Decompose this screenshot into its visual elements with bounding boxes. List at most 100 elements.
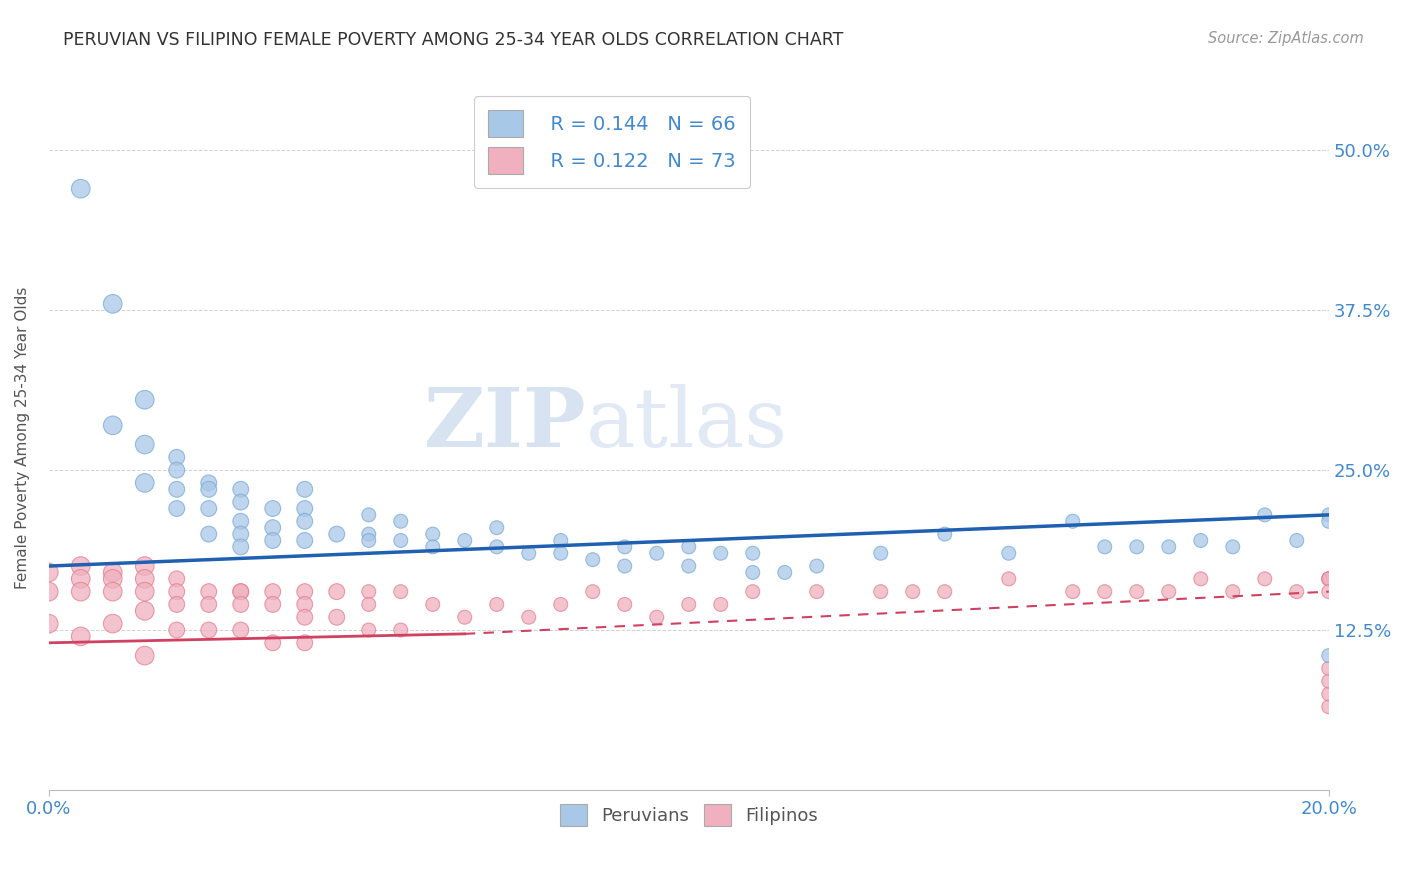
- Text: PERUVIAN VS FILIPINO FEMALE POVERTY AMONG 25-34 YEAR OLDS CORRELATION CHART: PERUVIAN VS FILIPINO FEMALE POVERTY AMON…: [63, 31, 844, 49]
- Point: [1126, 540, 1149, 554]
- Point: [613, 598, 636, 612]
- Point: [294, 584, 316, 599]
- Point: [101, 584, 124, 599]
- Point: [197, 527, 219, 541]
- Point: [326, 527, 349, 541]
- Point: [101, 297, 124, 311]
- Point: [197, 501, 219, 516]
- Point: [1317, 572, 1340, 586]
- Point: [1317, 687, 1340, 701]
- Point: [422, 527, 444, 541]
- Point: [1317, 508, 1340, 522]
- Point: [901, 584, 924, 599]
- Point: [326, 610, 349, 624]
- Point: [517, 610, 540, 624]
- Point: [229, 623, 252, 637]
- Point: [1285, 533, 1308, 548]
- Point: [197, 623, 219, 637]
- Point: [166, 483, 188, 497]
- Point: [134, 475, 156, 490]
- Point: [294, 483, 316, 497]
- Point: [134, 572, 156, 586]
- Point: [454, 610, 477, 624]
- Point: [485, 598, 508, 612]
- Point: [741, 566, 763, 580]
- Point: [69, 182, 91, 196]
- Point: [357, 598, 380, 612]
- Point: [1317, 674, 1340, 689]
- Point: [1285, 584, 1308, 599]
- Point: [997, 572, 1019, 586]
- Point: [550, 546, 572, 560]
- Text: atlas: atlas: [586, 384, 789, 464]
- Point: [357, 527, 380, 541]
- Point: [134, 584, 156, 599]
- Point: [613, 540, 636, 554]
- Y-axis label: Female Poverty Among 25-34 Year Olds: Female Poverty Among 25-34 Year Olds: [15, 287, 30, 590]
- Point: [38, 566, 60, 580]
- Point: [806, 584, 828, 599]
- Point: [1254, 572, 1277, 586]
- Point: [1062, 584, 1084, 599]
- Point: [1317, 699, 1340, 714]
- Point: [454, 533, 477, 548]
- Point: [613, 559, 636, 574]
- Point: [550, 533, 572, 548]
- Point: [1317, 584, 1340, 599]
- Point: [1094, 540, 1116, 554]
- Point: [1317, 572, 1340, 586]
- Point: [294, 501, 316, 516]
- Point: [1094, 584, 1116, 599]
- Point: [166, 463, 188, 477]
- Point: [389, 514, 412, 528]
- Point: [166, 572, 188, 586]
- Point: [1157, 584, 1180, 599]
- Point: [582, 552, 605, 566]
- Point: [357, 533, 380, 548]
- Point: [262, 533, 284, 548]
- Point: [197, 584, 219, 599]
- Point: [1317, 572, 1340, 586]
- Point: [678, 540, 700, 554]
- Point: [741, 584, 763, 599]
- Point: [389, 533, 412, 548]
- Point: [1317, 648, 1340, 663]
- Point: [326, 584, 349, 599]
- Point: [1317, 661, 1340, 675]
- Point: [197, 483, 219, 497]
- Point: [229, 495, 252, 509]
- Point: [166, 450, 188, 465]
- Point: [1254, 508, 1277, 522]
- Point: [101, 616, 124, 631]
- Point: [262, 636, 284, 650]
- Point: [197, 475, 219, 490]
- Point: [582, 584, 605, 599]
- Point: [997, 546, 1019, 560]
- Point: [1317, 514, 1340, 528]
- Point: [1189, 572, 1212, 586]
- Point: [645, 546, 668, 560]
- Point: [1157, 540, 1180, 554]
- Point: [69, 559, 91, 574]
- Point: [262, 501, 284, 516]
- Point: [101, 566, 124, 580]
- Text: ZIP: ZIP: [423, 384, 586, 464]
- Point: [710, 598, 733, 612]
- Point: [422, 598, 444, 612]
- Point: [294, 514, 316, 528]
- Point: [294, 636, 316, 650]
- Point: [38, 616, 60, 631]
- Point: [134, 559, 156, 574]
- Point: [229, 598, 252, 612]
- Point: [262, 598, 284, 612]
- Point: [69, 629, 91, 643]
- Point: [134, 604, 156, 618]
- Point: [869, 584, 891, 599]
- Point: [262, 521, 284, 535]
- Point: [229, 584, 252, 599]
- Legend: Peruvians, Filipinos: Peruvians, Filipinos: [553, 797, 825, 834]
- Point: [166, 623, 188, 637]
- Point: [134, 392, 156, 407]
- Point: [485, 540, 508, 554]
- Point: [69, 584, 91, 599]
